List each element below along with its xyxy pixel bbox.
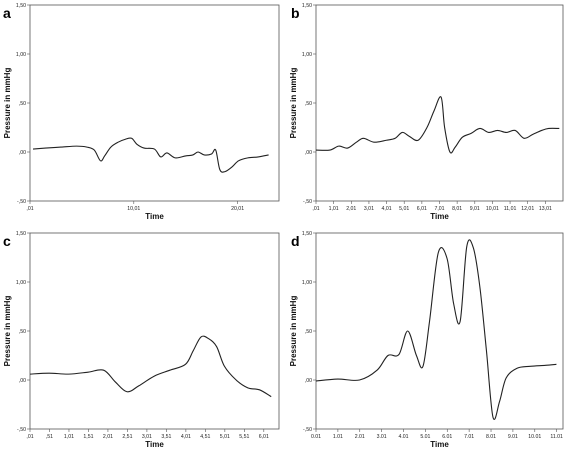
x-tick-label: 3,01	[142, 434, 152, 440]
series-line	[29, 335, 272, 398]
x-tick-label: 8,01	[452, 206, 462, 212]
x-tick-label: 4,01	[382, 206, 392, 212]
x-tick-label: 13,01	[539, 206, 552, 212]
y-axis-title: Pressure in mmHg	[289, 296, 298, 367]
y-tick-label: 1,50	[16, 231, 26, 237]
x-tick-label: 3.01	[377, 434, 387, 440]
y-tick-label: ,50	[19, 329, 26, 335]
x-tick-label: 4,01	[181, 434, 191, 440]
x-tick-label: 6,01	[417, 206, 427, 212]
x-axis-title: Time	[145, 440, 164, 449]
x-tick-label: ,51	[46, 434, 53, 440]
x-tick-label: 10,01	[127, 206, 140, 212]
x-tick-label: 5,51	[239, 434, 249, 440]
panel-a: a -,50 ,00 ,50 1,00 1,50 ,01 10,01 20,01 Time Pres…	[3, 3, 280, 221]
y-tick-label: 1,00	[16, 52, 26, 58]
x-axis-title: Time	[145, 212, 164, 221]
x-tick-label: 1,01	[329, 206, 339, 212]
x-tick-label: 7.01	[464, 434, 474, 440]
x-tick-label: 9,01	[470, 206, 480, 212]
plot-frame	[29, 232, 280, 430]
series-line	[32, 137, 269, 173]
y-tick-label: -,50	[303, 427, 312, 433]
x-tick-label: 2.01	[355, 434, 365, 440]
y-tick-label: ,50	[19, 101, 26, 107]
x-tick-label: 11.01	[550, 434, 563, 440]
y-axis-title: Pressure in mmHg	[3, 68, 12, 139]
x-tick-label: 5.01	[420, 434, 430, 440]
plot-frame	[29, 4, 280, 202]
panel-letter: b	[291, 5, 300, 21]
x-tick-label: 2,01	[103, 434, 113, 440]
x-tick-label: 20,01	[231, 206, 244, 212]
y-tick-label: 1,00	[16, 280, 26, 286]
panel-letter: d	[291, 233, 300, 249]
panel-b: b -,50 ,00 ,50 1,00 1,50 ,01 1,01 2,01 3,01 4,01 5,…	[289, 3, 564, 221]
y-axis-title: Pressure in mmHg	[289, 68, 298, 139]
plot-frame	[315, 4, 564, 202]
y-tick-label: 1,50	[16, 3, 26, 9]
panel-letter: a	[3, 5, 11, 21]
x-tick-label: 9.01	[508, 434, 518, 440]
x-tick-label: 11,01	[504, 206, 517, 212]
y-tick-label: -,50	[303, 199, 312, 205]
x-tick-label: 1,01	[64, 434, 74, 440]
series-line	[315, 239, 557, 420]
plot-frame	[315, 232, 564, 430]
x-tick-label: 10.01	[528, 434, 541, 440]
y-tick-label: ,50	[305, 329, 312, 335]
y-tick-label: ,00	[305, 150, 312, 156]
x-tick-label: 1,51	[83, 434, 93, 440]
x-tick-label: ,01	[26, 434, 33, 440]
y-tick-label: 1,50	[302, 231, 312, 237]
x-tick-label: 4,51	[200, 434, 210, 440]
y-tick-label: ,00	[305, 378, 312, 384]
y-tick-label: -,50	[17, 427, 26, 433]
panel-d: d -,50 ,00 ,50 1,00 1,50 0.01 1.01 2.01 3.01 4.01 5…	[289, 231, 564, 449]
x-tick-label: 2,01	[346, 206, 356, 212]
x-tick-label: 3,01	[364, 206, 374, 212]
x-tick-label: 6,01	[259, 434, 269, 440]
y-tick-label: ,50	[305, 101, 312, 107]
y-axis-title: Pressure in mmHg	[3, 296, 12, 367]
x-tick-label: 8.01	[486, 434, 496, 440]
y-tick-label: 1,00	[302, 52, 312, 58]
panel-c: c -,50 ,00 ,50 1,00 1,50 ,01 ,51 1,01 1,51 2,01 2,5…	[3, 231, 280, 449]
x-axis-title: Time	[430, 212, 449, 221]
x-axis-title: Time	[430, 440, 449, 449]
y-tick-label: ,00	[19, 378, 26, 384]
x-tick-label: 1.01	[333, 434, 343, 440]
x-tick-label: 5,01	[399, 206, 409, 212]
panel-letter: c	[3, 233, 11, 249]
x-tick-label: 12,01	[521, 206, 534, 212]
x-tick-label: 10,01	[486, 206, 499, 212]
x-tick-label: ,01	[312, 206, 319, 212]
y-tick-label: ,00	[19, 150, 26, 156]
x-tick-label: ,01	[26, 206, 33, 212]
y-tick-label: 1,00	[302, 280, 312, 286]
y-tick-label: -,50	[17, 199, 26, 205]
x-tick-label: 0.01	[311, 434, 321, 440]
y-tick-label: 1,50	[302, 3, 312, 9]
series-line	[315, 96, 560, 154]
x-tick-label: 3,51	[161, 434, 171, 440]
x-tick-label: 7,01	[434, 206, 444, 212]
x-tick-label: 6.01	[442, 434, 452, 440]
x-tick-label: 2,51	[122, 434, 132, 440]
x-tick-label: 5,01	[220, 434, 230, 440]
x-tick-label: 4.01	[398, 434, 408, 440]
